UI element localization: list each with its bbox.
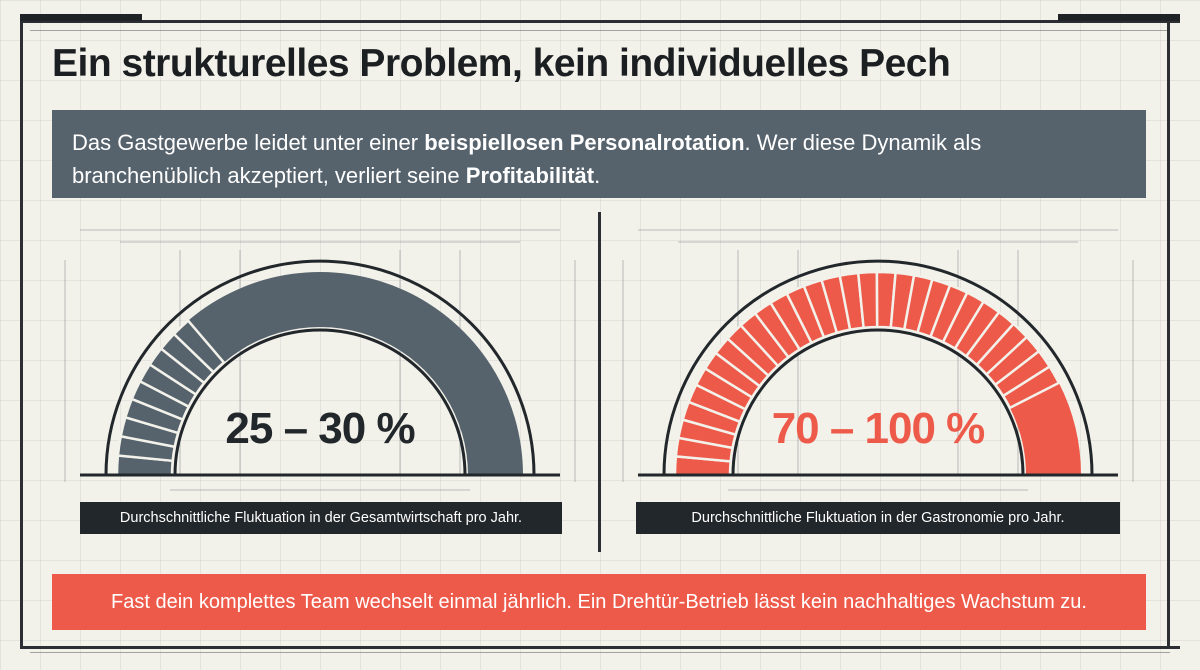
frame-inner-bottom-line [30, 652, 1170, 653]
gauge-outer-arc-gastronomy [662, 259, 1094, 476]
gauge-value-gastronomy: 70 – 100 % [771, 404, 986, 453]
page-title: Ein strukturelles Problem, kein individu… [52, 42, 951, 85]
intro-text-1: Das Gastgewerbe leidet unter einer [72, 130, 425, 155]
caption-economy: Durchschnittliche Fluktuation in der Ges… [80, 502, 562, 534]
gauge-chart-gastronomy [622, 229, 1134, 491]
gauge-hatch-segment-economy [172, 318, 226, 374]
intro-bold-1: beispiellosen Personalrotation [424, 130, 745, 155]
gauge-outer-arc-economy [104, 259, 536, 476]
center-divider [598, 212, 601, 552]
gauge-solid-band-economy [188, 272, 523, 475]
frame-top-line [20, 20, 1180, 23]
frame-bottom-line [20, 646, 1180, 649]
corner-bracket-top-right [1058, 14, 1180, 21]
gauge-solid-band-gastronomy [1009, 382, 1081, 475]
gauge-inner-arc-gastronomy [731, 328, 1025, 476]
frame-inner-top-line [30, 30, 1170, 31]
intro-text-2: . Wer diese Dynamik als branchenüblich a… [72, 130, 982, 188]
frame-right-line [1167, 20, 1170, 649]
intro-text-3: . [594, 163, 601, 188]
gauge-hatch-segment-gastronomy [1001, 364, 1061, 410]
gauge-inner-arc-economy [173, 328, 467, 476]
gauge-value-economy: 25 – 30 % [225, 404, 415, 453]
corner-bracket-top-left [20, 14, 142, 21]
frame-left-line [20, 20, 23, 649]
gauge-chart-economy [64, 229, 576, 491]
bottom-banner: Fast dein komplettes Team wechselt einma… [52, 574, 1146, 630]
intro-bold-2: Profitabilität [465, 163, 595, 188]
caption-gastronomy: Durchschnittliche Fluktuation in der Gas… [636, 502, 1120, 534]
intro-box: Das Gastgewerbe leidet unter einer beisp… [52, 110, 1146, 198]
